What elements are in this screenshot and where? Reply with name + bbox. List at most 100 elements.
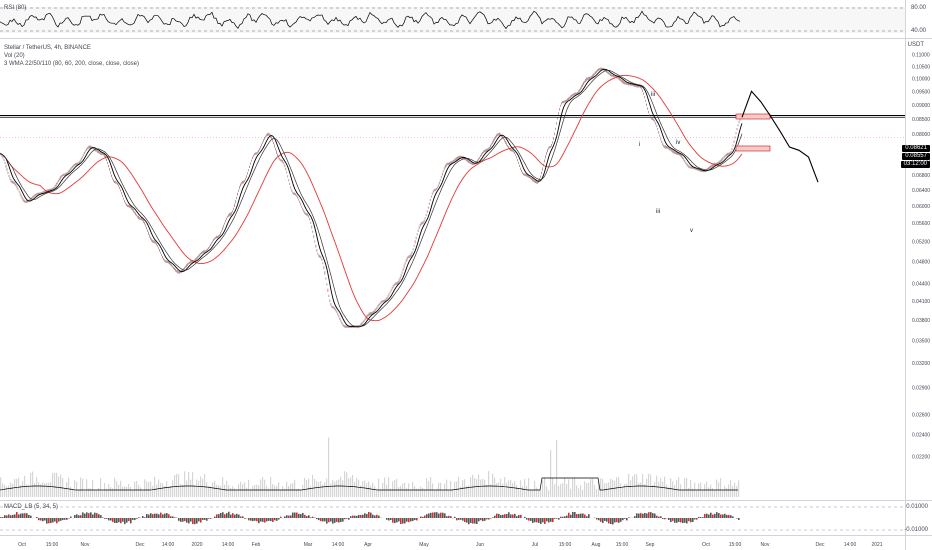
macd-bar: [496, 513, 498, 518]
macd-bar: [428, 513, 430, 518]
volume-bar: [36, 477, 38, 497]
macd-bar: [328, 518, 330, 523]
time-tick-label: 15:00: [729, 542, 742, 548]
macd-bar: [284, 516, 286, 518]
price-candles: [0, 67, 743, 329]
volume-bar: [184, 471, 186, 497]
wave-label: iii: [651, 92, 655, 98]
volume-bar: [64, 487, 66, 497]
macd-bar: [634, 516, 636, 518]
macd-bar: [430, 512, 432, 518]
macd-bar: [128, 518, 130, 522]
macd-bar: [12, 514, 14, 518]
macd-bar: [600, 518, 602, 522]
volume-bar: [186, 480, 188, 497]
volume-bar: [342, 480, 344, 497]
price-tick-label: 0.05200: [912, 240, 930, 246]
macd-bar: [392, 518, 394, 523]
rsi-legend[interactable]: RSI (80): [4, 5, 27, 11]
macd-bar: [326, 518, 328, 524]
price-tick-label: 0.03500: [912, 339, 930, 345]
macd-bar: [300, 514, 302, 518]
macd-bar: [682, 518, 684, 524]
volume-bar: [4, 484, 6, 497]
time-axis[interactable]: Oct 15:00 Nov Dec 14:00 2020 14:00 Feb Mar 14:00 A…: [18, 542, 883, 548]
volume-bar: [188, 471, 190, 497]
macd-bar: [624, 518, 626, 519]
macd-legend[interactable]: MACD_LB (5, 34, 5): [4, 504, 59, 510]
volume-bar: [210, 486, 212, 497]
volume-bar: [690, 479, 692, 497]
macd-bar: [614, 518, 616, 523]
volume-bar: [562, 482, 564, 497]
volume-bar: [416, 488, 418, 497]
volume-bar: [372, 482, 374, 497]
volume-bar: [328, 437, 330, 497]
price-axis[interactable]: 0.11000 0.10500 0.10000 0.09500 0.09000 0.085…: [912, 53, 930, 461]
volume-bar: [148, 482, 150, 497]
volume-bar: [730, 480, 732, 497]
volume-bar: [542, 480, 544, 497]
macd-bar: [336, 518, 338, 522]
macd-bar: [352, 515, 354, 518]
macd-bar: [104, 518, 106, 519]
volume-bar: [304, 477, 306, 497]
currency-label: USDT: [907, 42, 924, 48]
macd-bar: [504, 514, 506, 518]
volume-bar: [112, 488, 114, 497]
macd-bar: [536, 518, 538, 523]
volume-bar: [362, 481, 364, 497]
macd-bar: [272, 518, 274, 522]
macd-bar: [258, 518, 260, 524]
macd-bar: [564, 516, 566, 518]
volume-bar: [306, 480, 308, 497]
macd-bar: [220, 512, 222, 518]
macd-bar: [688, 518, 690, 522]
macd-bar: [404, 518, 406, 524]
volume-bar: [246, 487, 248, 497]
volume-bar: [400, 485, 402, 497]
volume-bar: [116, 481, 118, 497]
volume-legend[interactable]: Vol (20): [4, 53, 25, 59]
volume-bar: [174, 475, 176, 497]
volume-bar: [90, 488, 92, 497]
volume-bar: [82, 479, 84, 497]
main-legend-title[interactable]: Stellar / TetherUS, 4h, BINANCE: [4, 45, 91, 51]
time-tick-label: Jun: [476, 542, 484, 548]
volume-bar: [28, 484, 30, 497]
volume-bar: [544, 477, 546, 497]
volume-bar: [510, 479, 512, 497]
volume-bar: [680, 484, 682, 497]
macd-bar: [482, 518, 484, 522]
volume-bar: [348, 478, 350, 497]
macd-bar: [530, 518, 532, 521]
volume-bar: [478, 474, 480, 497]
volume-bar: [252, 486, 254, 497]
volume-bar: [368, 481, 370, 497]
wma-legend[interactable]: 3 WMA 22/50/110 (80, 60, 200, close, clo…: [4, 61, 139, 67]
volume-bar: [428, 481, 430, 497]
macd-pane: [0, 506, 905, 531]
volume-bar: [254, 484, 256, 497]
volume-bar: [398, 487, 400, 497]
macd-bar: [470, 518, 472, 523]
macd-bar: [242, 516, 244, 518]
macd-bar: [68, 518, 70, 519]
macd-bar: [154, 513, 156, 518]
volume-bar: [600, 478, 602, 497]
macd-bar: [514, 513, 516, 518]
volume-bar: [578, 488, 580, 497]
macd-bar: [122, 518, 124, 522]
macd-bar: [434, 512, 436, 518]
volume-bar: [738, 480, 740, 497]
macd-bar: [416, 518, 418, 521]
macd-bar: [628, 517, 630, 518]
macd-bar: [2, 517, 4, 518]
volume-bar: [202, 478, 204, 497]
wave-label: v: [690, 228, 693, 234]
volume-bar: [146, 481, 148, 497]
macd-bar: [324, 518, 326, 522]
macd-bar: [376, 514, 378, 518]
macd-bar: [450, 516, 452, 518]
